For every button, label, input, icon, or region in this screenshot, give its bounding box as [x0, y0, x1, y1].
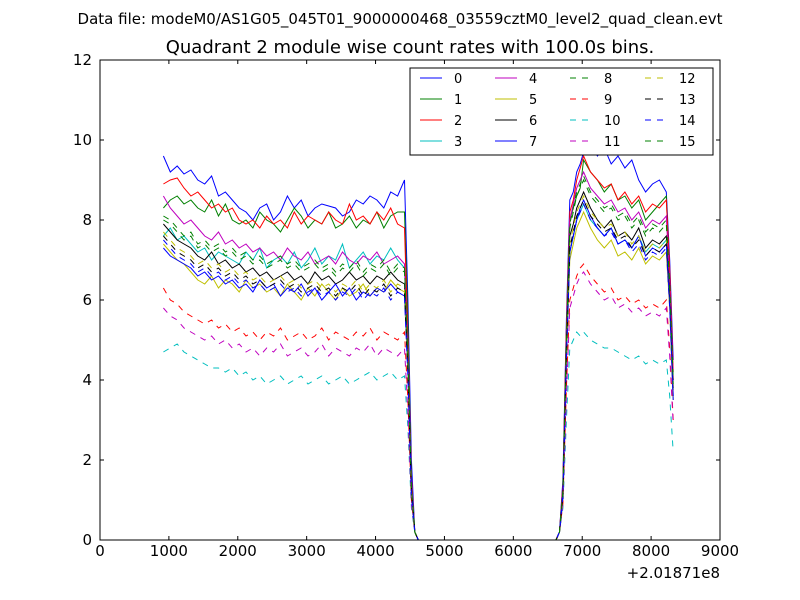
series-4-line: [162, 170, 674, 541]
y-tick-label: 2: [82, 451, 92, 469]
legend-label-3: 3: [454, 135, 462, 150]
series-2-line: [163, 154, 674, 541]
series-8-line: [163, 178, 674, 541]
series-1-line: [163, 158, 674, 541]
legend-label-7: 7: [529, 135, 537, 150]
legend-label-5: 5: [529, 93, 537, 108]
series-15-line: [163, 174, 674, 541]
x-tick-label: 4000: [356, 542, 394, 560]
series-9-line: [162, 263, 674, 541]
x-offset-label: +2.01871e8: [627, 564, 720, 582]
x-tick-label: 0: [95, 542, 105, 560]
y-tick-label: 10: [73, 131, 92, 149]
series-layer: [162, 143, 674, 541]
legend-label-14: 14: [679, 114, 696, 129]
legend-label-0: 0: [454, 72, 462, 87]
legend-label-15: 15: [679, 135, 696, 150]
x-tick-label: 5000: [425, 542, 463, 560]
series-10-line: [163, 331, 674, 541]
series-13-line: [163, 198, 674, 541]
legend-label-13: 13: [679, 93, 696, 108]
legend-label-10: 10: [604, 114, 621, 129]
x-tick-label: 2000: [219, 542, 257, 560]
legend-label-2: 2: [454, 114, 462, 129]
y-tick-label: 12: [73, 51, 92, 69]
x-tick-label: 6000: [494, 542, 532, 560]
legend-label-4: 4: [529, 72, 537, 87]
chart-title: Quadrant 2 module wise count rates with …: [166, 37, 655, 58]
x-tick-label: 9000: [701, 542, 739, 560]
legend-label-6: 6: [529, 114, 537, 129]
series-5-line: [163, 210, 674, 541]
series-12-line: [163, 194, 674, 541]
legend-label-8: 8: [604, 72, 612, 87]
legend-label-11: 11: [604, 135, 621, 150]
legend-label-12: 12: [679, 72, 696, 87]
series-7-line: [163, 198, 674, 541]
series-14-line: [163, 202, 674, 541]
series-11-line: [163, 271, 674, 541]
y-tick-label: 8: [82, 211, 92, 229]
suptitle: Data file: modeM0/AS1G05_045T01_90000004…: [78, 10, 723, 29]
legend-label-9: 9: [604, 93, 612, 108]
x-tick-label: 1000: [150, 542, 188, 560]
y-tick-label: 6: [82, 291, 92, 309]
series-0-line: [162, 143, 674, 541]
y-tick-label: 0: [82, 531, 92, 549]
x-tick-label: 7000: [563, 542, 601, 560]
x-tick-label: 3000: [288, 542, 326, 560]
series-6-line: [163, 190, 674, 541]
y-tick-label: 4: [82, 371, 92, 389]
x-axis: 0 1000 2000 3000 4000 5000 6000 7000 8000 9000: [95, 60, 739, 560]
series-3-line: [163, 202, 674, 541]
x-tick-label: 8000: [632, 542, 670, 560]
legend-label-1: 1: [454, 93, 462, 108]
